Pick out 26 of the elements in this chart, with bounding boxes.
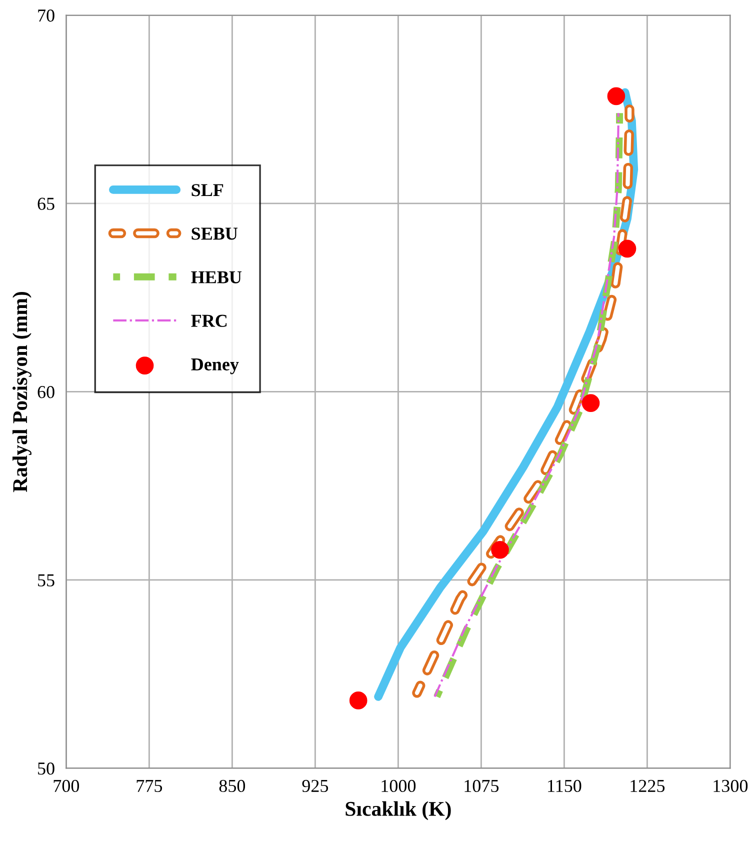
legend-label: Deney [191,358,239,374]
point [618,240,636,258]
x-axis-title: Sıcaklık (K) [346,801,451,820]
y-tick-label: 50 [38,762,54,775]
point [491,540,509,559]
x-tick-label: 1000 [382,780,416,792]
y-tick-label: 55 [38,574,54,586]
legend-label: HEBU [191,271,242,284]
point [349,692,368,710]
point [582,394,600,412]
y-axis-title: Radyal Pozisyon (mm) [12,292,32,492]
legend-label: SEBU [192,228,238,240]
x-tick-label: 1300 [714,780,748,792]
legend-label: SLF [192,184,224,196]
x-tick-label: 775 [136,780,162,792]
y-tick-label: 65 [38,198,54,210]
point [607,87,626,106]
x-tick-label: 925 [302,780,328,792]
y-tick-label: 70 [38,10,54,22]
x-tick-label: 700 [54,780,80,792]
x-tick-label: 1075 [464,780,499,792]
y-tick-label: 60 [38,386,54,398]
x-tick-label: 1225 [630,780,665,792]
x-tick-label: 850 [219,780,246,792]
legend-label: FRC [191,314,227,327]
x-tick-label: 1150 [548,780,582,792]
